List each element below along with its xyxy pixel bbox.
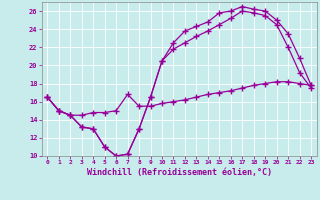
X-axis label: Windchill (Refroidissement éolien,°C): Windchill (Refroidissement éolien,°C) [87, 168, 272, 177]
